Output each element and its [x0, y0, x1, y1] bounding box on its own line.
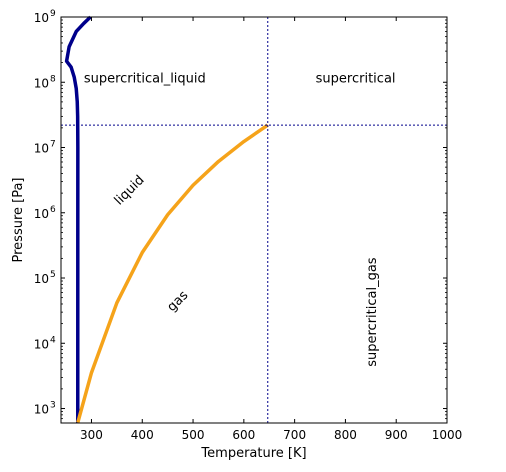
region-label-1: supercritical — [316, 71, 396, 86]
y-tick-label: 10 — [34, 207, 49, 221]
x-tick-label: 500 — [182, 428, 205, 442]
region-label-0: supercritical_liquid — [84, 71, 206, 86]
x-tick-label: 600 — [232, 428, 255, 442]
y-tick-label: 10 — [34, 76, 49, 90]
y-axis-label: Pressure [Pa] — [11, 177, 26, 262]
y-tick-label: 10 — [34, 11, 49, 25]
x-tick-label: 1000 — [432, 428, 463, 442]
y-tick-exponent: 7 — [50, 140, 56, 150]
y-tick-label: 10 — [34, 272, 49, 286]
y-tick-exponent: 5 — [50, 270, 56, 280]
x-axis-label: Temperature [K] — [200, 446, 306, 461]
x-tick-label: 900 — [385, 428, 408, 442]
x-tick-label: 700 — [283, 428, 306, 442]
y-tick-label: 10 — [34, 337, 49, 351]
y-tick-exponent: 3 — [50, 401, 56, 411]
y-tick-label: 10 — [34, 142, 49, 156]
x-tick-label: 300 — [80, 428, 103, 442]
y-tick-exponent: 9 — [50, 9, 56, 19]
x-tick-label: 400 — [131, 428, 154, 442]
y-tick-exponent: 4 — [50, 335, 56, 345]
x-tick-label: 800 — [334, 428, 357, 442]
y-tick-exponent: 8 — [50, 74, 56, 84]
y-tick-label: 10 — [34, 403, 49, 417]
region-label-4: supercritical_gas — [365, 257, 380, 367]
y-tick-exponent: 6 — [50, 205, 56, 215]
